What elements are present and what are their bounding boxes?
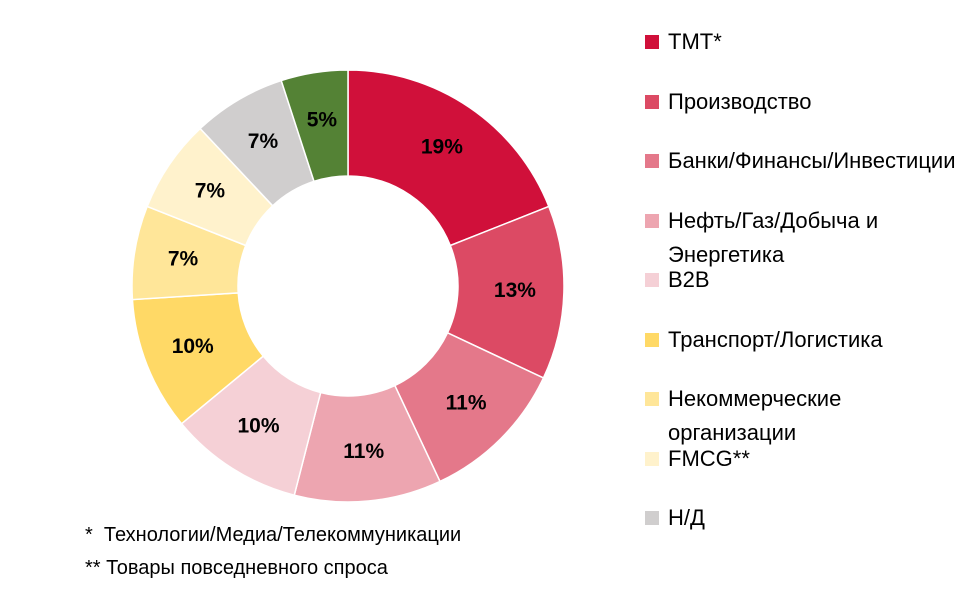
- slice-label: 5%: [307, 109, 338, 132]
- slice-label: 7%: [248, 130, 279, 153]
- slice-label: 7%: [195, 180, 226, 203]
- slice: [347, 69, 550, 247]
- legend-swatch: [645, 94, 659, 109]
- legend-label: ТМТ*: [668, 29, 722, 54]
- legend-swatch: [645, 273, 659, 287]
- footnote: * Технологии/Медиа/Телекоммуникации: [85, 524, 462, 546]
- slice-label: 19%: [421, 135, 463, 158]
- legend-swatch: [645, 451, 659, 466]
- legend-swatch: [645, 332, 659, 347]
- legend-label: Транспорт/Логистика: [668, 326, 883, 352]
- legend-label: Нефть/Газ/Добыча и Энергетика: [668, 207, 879, 267]
- legend-label: Н/Д: [668, 505, 705, 530]
- legend-swatch: [645, 392, 659, 406]
- legend-label: Производство: [668, 88, 812, 114]
- slice: [280, 69, 349, 183]
- legend-label: FMCG**: [668, 445, 750, 471]
- legend-label: Банки/Финансы/Инвестиции: [668, 148, 956, 173]
- legend-swatch: [645, 35, 659, 49]
- legend-label: B2B: [668, 267, 710, 292]
- slice-label: 11%: [343, 440, 384, 463]
- footnote: ** Товары повседневного спроса: [85, 557, 388, 579]
- slice-label: 10%: [238, 415, 280, 438]
- slice-label: 13%: [494, 279, 536, 302]
- slice-label: 7%: [168, 247, 199, 270]
- legend-label: Некоммерческие организации: [668, 386, 842, 445]
- slice-label: 10%: [172, 335, 214, 358]
- legend-swatch: [645, 511, 659, 525]
- slice-label: 11%: [446, 392, 487, 415]
- legend-swatch: [645, 154, 659, 168]
- legend-swatch: [645, 213, 659, 228]
